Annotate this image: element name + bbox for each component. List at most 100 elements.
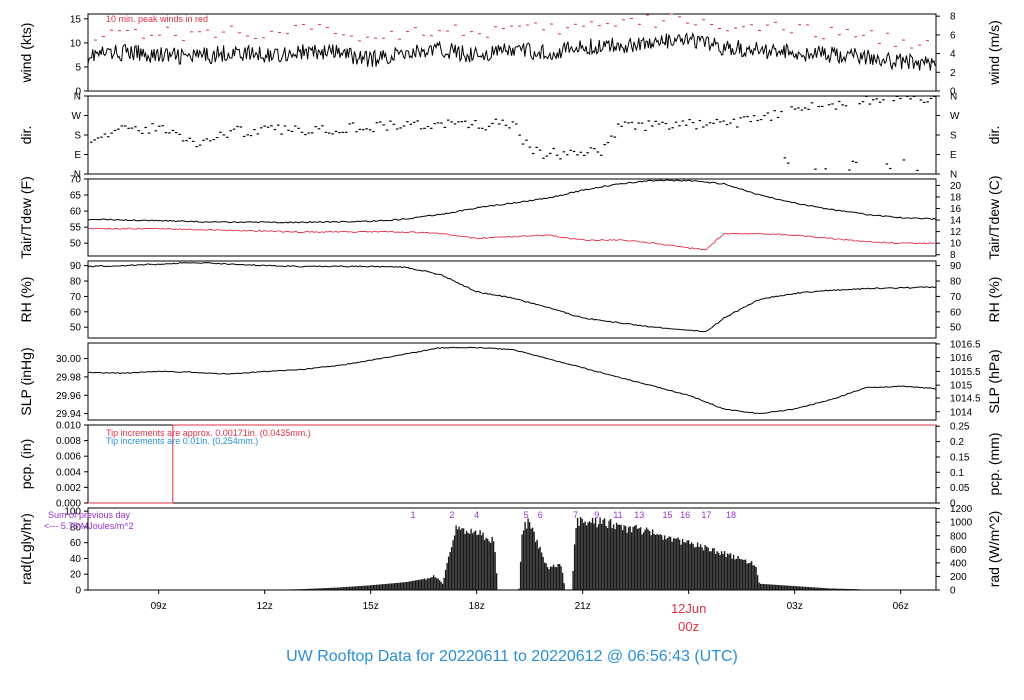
- left-tick-label: 0.000: [56, 499, 81, 510]
- left-tick-label: 29.98: [56, 372, 81, 383]
- right-tick-label: 8: [950, 12, 956, 23]
- right-tick-label: 0.2: [950, 437, 964, 448]
- radiation-marker: 15: [662, 510, 672, 520]
- series-line-slp-0: [87, 346, 937, 415]
- x-tick-label: 12z: [257, 601, 273, 612]
- left-tick-label: 20: [70, 570, 82, 581]
- right-tick-label: 1016.5: [950, 339, 981, 350]
- left-tick-label: 65: [70, 191, 82, 202]
- right-axis-label: SLP (hPa): [986, 349, 1002, 413]
- right-tick-label: 1200: [950, 504, 973, 515]
- peak-wind-note: 10 min. peak winds in red: [106, 14, 208, 24]
- left-tick-label: 60: [70, 207, 82, 218]
- tip-increment-note: Tip increments are 0.01in. (0.254mm.): [106, 436, 258, 446]
- right-axis-label: wind (m/s): [986, 20, 1002, 86]
- series-line-temp-1: [87, 227, 937, 251]
- right-tick-label: 0: [950, 87, 956, 98]
- right-tick-label: 90: [950, 261, 962, 272]
- panel-frame-rh: [87, 260, 937, 339]
- x-tick-label: 21z: [575, 601, 591, 612]
- right-tick-label: 600: [950, 545, 967, 556]
- left-tick-label: 0.006: [56, 452, 81, 463]
- series-line-wind-0: [87, 31, 936, 71]
- panel-frame-rad: [87, 507, 937, 591]
- left-tick-label: W: [72, 111, 82, 122]
- series-line-rh-0: [87, 262, 937, 333]
- right-axis-label: Tair/Tdew (C): [986, 175, 1002, 259]
- date-label: 12Jun: [671, 601, 706, 616]
- tip-increment-note: Tip increments are approx. 0.00171in. (0…: [106, 428, 311, 438]
- left-tick-label: 50: [70, 323, 82, 334]
- left-tick-label: 100: [64, 507, 81, 518]
- right-tick-label: 0.1: [950, 468, 964, 479]
- radiation-marker: 17: [701, 510, 711, 520]
- right-tick-label: 6: [950, 30, 956, 41]
- right-tick-label: 2: [950, 68, 956, 79]
- x-tick-label: 15z: [363, 601, 379, 612]
- left-tick-label: 29.96: [56, 391, 81, 402]
- x-tick-label: 03z: [787, 601, 803, 612]
- left-tick-label: 0.004: [56, 467, 81, 478]
- right-tick-label: 50: [950, 323, 962, 334]
- left-axis-label: Tair/Tdew (F): [18, 176, 34, 258]
- right-tick-label: 4: [950, 49, 956, 60]
- left-tick-label: 90: [70, 261, 82, 272]
- panel-frame-wind: [87, 13, 937, 92]
- radiation-marker: 13: [634, 510, 644, 520]
- left-tick-label: 5: [75, 62, 81, 73]
- right-axis-label: rad (W/m^2): [986, 511, 1002, 588]
- right-tick-label: 0.25: [950, 422, 970, 433]
- right-tick-label: 0: [950, 586, 956, 597]
- right-tick-label: 18: [950, 192, 962, 203]
- radiation-marker: 1: [411, 510, 416, 520]
- right-tick-label: 1014.5: [950, 394, 981, 405]
- left-tick-label: 80: [70, 277, 82, 288]
- right-tick-label: 1000: [950, 518, 973, 529]
- radiation-marker: 18: [726, 510, 736, 520]
- left-tick-label: 80: [70, 522, 82, 533]
- right-tick-label: S: [950, 131, 957, 142]
- left-tick-label: 0.010: [56, 421, 81, 432]
- left-tick-label: 0: [75, 87, 81, 98]
- left-tick-label: 60: [70, 307, 82, 318]
- left-tick-label: 60: [70, 538, 82, 549]
- left-tick-label: 15: [70, 14, 82, 25]
- left-tick-label: S: [74, 131, 81, 142]
- left-tick-label: N: [74, 92, 81, 103]
- right-tick-label: E: [950, 150, 957, 161]
- left-tick-label: 30.00: [56, 354, 81, 365]
- right-tick-label: N: [950, 92, 957, 103]
- right-tick-label: 70: [950, 292, 962, 303]
- right-tick-label: 20: [950, 181, 962, 192]
- right-tick-label: 1015: [950, 381, 973, 392]
- right-tick-label: W: [950, 111, 960, 122]
- left-tick-label: 0.008: [56, 436, 81, 447]
- radiation-marker: 2: [449, 510, 454, 520]
- right-tick-label: 12: [950, 227, 962, 238]
- right-tick-label: N: [950, 170, 957, 181]
- left-axis-label: wind (kts): [18, 23, 34, 84]
- left-tick-label: N: [74, 170, 81, 181]
- right-tick-label: 14: [950, 216, 962, 227]
- right-axis-label: RH (%): [986, 277, 1002, 323]
- right-tick-label: 0.15: [950, 452, 970, 463]
- panel-frame-temp: [87, 178, 937, 257]
- left-axis-label: dir.: [18, 126, 34, 145]
- left-axis-label: rad(Lgly/hr): [18, 513, 34, 585]
- radiation-marker: 4: [474, 510, 479, 520]
- x-tick-label: 06z: [893, 601, 909, 612]
- right-tick-label: 1016: [950, 353, 973, 364]
- radiation-marker: 16: [680, 510, 690, 520]
- right-tick-label: 16: [950, 204, 962, 215]
- right-tick-label: 8: [950, 250, 956, 261]
- right-tick-label: 60: [950, 307, 962, 318]
- right-tick-label: 10: [950, 239, 962, 250]
- left-axis-label: RH (%): [18, 277, 34, 323]
- right-tick-label: 1015.5: [950, 367, 981, 378]
- left-tick-label: 70: [70, 175, 82, 186]
- x-tick-label: 00z: [678, 619, 699, 634]
- right-axis-label: dir.: [986, 126, 1002, 145]
- left-axis-label: pcp. (in): [18, 439, 34, 490]
- left-tick-label: 10: [70, 38, 82, 49]
